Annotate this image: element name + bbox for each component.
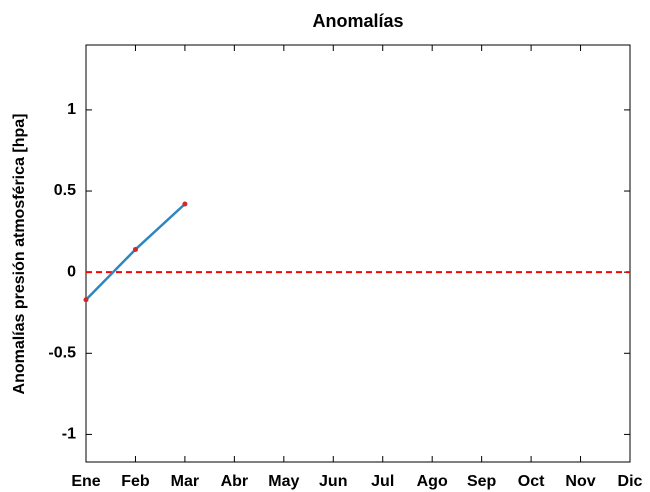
x-tick-label: May [268,473,299,490]
plot-frame [85,44,631,463]
x-tick-label: Jul [371,473,394,490]
x-tick-label: Jun [319,473,347,490]
point [83,297,89,303]
y-tick-label: 0 [67,263,76,280]
x-tick-label: Oct [518,473,545,490]
x-tick-label: Sep [467,473,497,490]
point [132,246,138,252]
x-tick-label: Dic [618,473,643,490]
x-tick-label: Nov [565,473,595,490]
y-tick-label: 1 [67,101,76,118]
x-tick-label: Ene [71,473,100,490]
y-tick-label: -1 [62,426,76,443]
y-axis-label: Anomalías presión atmosférica [hpa] [11,114,28,395]
x-tick-label: Mar [171,473,199,490]
x-tick-label: Abr [221,473,249,490]
x-tick-label: Feb [121,473,150,490]
chart-title: Anomalías [312,11,403,31]
point [182,201,188,207]
x-tick-label: Ago [417,473,448,490]
y-tick-label: 0.5 [54,182,76,199]
y-tick-label: -0.5 [48,345,76,362]
